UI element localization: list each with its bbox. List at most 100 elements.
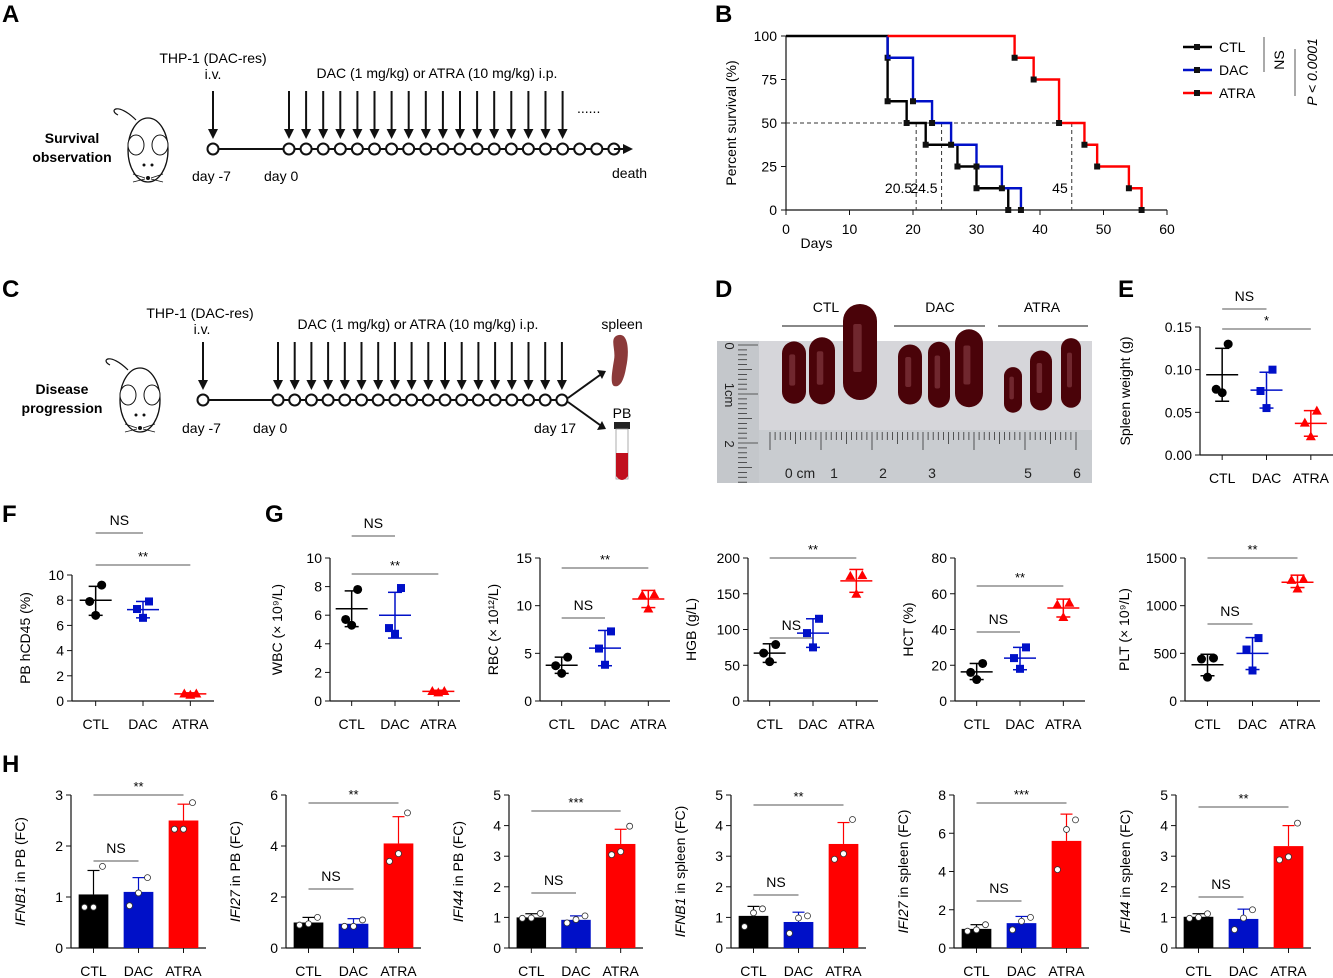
y-tick-label: 4 (56, 643, 64, 659)
timepoint-marker (505, 393, 519, 407)
data-point (90, 903, 97, 911)
arrow-head-icon (557, 129, 568, 139)
data-point (391, 629, 399, 638)
timepoint-marker (470, 142, 484, 156)
timepoint-marker (522, 393, 535, 407)
ruler-label: 6 (1073, 465, 1081, 481)
significance-label: ** (808, 542, 818, 557)
x-tick-label: CTL (338, 716, 365, 732)
timepoint-marker (521, 142, 535, 156)
a-title-line1: Survival (45, 130, 99, 146)
y-tick-label: 40 (931, 622, 947, 638)
chart-e: 0.00 0.05 0.10 0.15 CTL DAC ATRA Spleen weight … (1117, 288, 1333, 486)
y-tick-label: 100 (717, 622, 741, 638)
survival-event-marker (1125, 185, 1132, 192)
significance-label: NS (321, 868, 340, 884)
branch-arrow (567, 401, 601, 426)
data-point (607, 627, 615, 636)
y-tick-label: 5 (493, 787, 501, 803)
data-point (795, 914, 802, 922)
mouse-icon (113, 108, 169, 183)
chart-g-hgb: 0 50 100 150 200 CTL DAC ATRA HGB (g/L) NS ** (683, 542, 878, 732)
timepoint-marker (455, 393, 469, 407)
arrow-head-icon (456, 380, 467, 390)
arrow-head-icon (289, 380, 300, 390)
timepoint-marker (419, 142, 433, 156)
x-tick-label: CTL (1194, 716, 1221, 732)
data-point (1016, 664, 1024, 673)
timepoint-marker (196, 393, 210, 407)
arrow-head-icon (301, 129, 312, 139)
significance-label: ** (793, 789, 803, 804)
data-point (1268, 365, 1277, 374)
x-tick-label: CTL (963, 963, 990, 978)
y-tick-label: 200 (717, 550, 741, 566)
y-tick-label: 4 (270, 838, 278, 854)
y-tick-label: 60 (931, 586, 947, 602)
data-point (750, 909, 757, 917)
survival-curve-atra (887, 34, 1143, 210)
y-axis-label-suffix: in spleen (FC) (672, 806, 688, 898)
timepoint-marker (438, 393, 452, 407)
spleen-samples (782, 304, 1081, 413)
spleen-highlight (853, 324, 862, 372)
arrow-head-icon (420, 129, 431, 139)
y-axis-label: IFI27 in PB (FC) (227, 821, 243, 922)
a-treatment-label: DAC (1 mg/kg) or ATRA (10 mg/kg) i.p. (317, 65, 558, 81)
timepoint-marker (538, 393, 552, 407)
data-point (840, 850, 847, 858)
y-tick-label: 6 (938, 825, 946, 841)
gene-name: IFNB1 (12, 886, 28, 926)
spleen-highlight (816, 351, 824, 385)
y-axis-label: IFI27 in spleen (FC) (895, 810, 911, 934)
significance-label: NS (364, 515, 383, 531)
data-point (1256, 387, 1265, 395)
data-point (1254, 634, 1263, 643)
timepoint-marker (488, 393, 502, 407)
data-point (1186, 914, 1193, 922)
data-point (341, 922, 348, 930)
data-point (978, 658, 988, 668)
data-point (1285, 853, 1292, 861)
data-point (536, 910, 544, 917)
data-point (386, 857, 393, 865)
timepoint-marker (355, 393, 368, 407)
y-axis-label: Percent survival (%) (723, 60, 739, 185)
y-tick-label: 5 (524, 645, 532, 661)
d-group-atra: ATRA (1024, 299, 1061, 315)
median-label: 20.5 (885, 180, 912, 196)
c-day0-label: day 0 (253, 420, 287, 436)
timepoint-marker (206, 142, 220, 156)
c-spleen-label: spleen (601, 316, 642, 332)
data-point (1204, 910, 1211, 918)
timepoint-marker (487, 142, 501, 156)
y-tick-label: 25 (761, 159, 777, 175)
significance-label: ** (1238, 791, 1248, 806)
arrow-head-icon (406, 380, 417, 390)
data-point (296, 921, 303, 929)
chart-f: 0 2 4 6 8 10 CTL DAC ATRA PB hCD45 (%) NS ** (17, 512, 214, 732)
arrow-head-icon (284, 129, 294, 139)
timepoint-marker (539, 142, 552, 156)
data-point (741, 923, 748, 930)
data-point (1054, 866, 1061, 873)
data-point (395, 850, 402, 858)
significance-label: NS (574, 597, 593, 613)
significance-label: ** (1247, 542, 1257, 557)
x-tick-label: CTL (1209, 470, 1236, 486)
timepoint-marker (350, 142, 364, 156)
y-tick-label: 10 (516, 598, 532, 614)
spleen-icon (611, 334, 628, 387)
x-tick-label: DAC (1005, 716, 1035, 732)
timepoint-marker (402, 142, 416, 156)
arrow-head-icon (369, 129, 380, 139)
data-point (649, 589, 660, 599)
y-axis-label: IFI44 in PB (FC) (450, 821, 466, 922)
data-point (353, 584, 363, 594)
data-point (404, 809, 411, 817)
y-axis-label: IFNB1 in PB (FC) (12, 817, 28, 926)
x-tick-label: CTL (756, 716, 783, 732)
data-point (1052, 599, 1063, 609)
y-axis-label: RBC (× 10¹²/L) (485, 584, 501, 675)
data-point (1022, 643, 1030, 652)
